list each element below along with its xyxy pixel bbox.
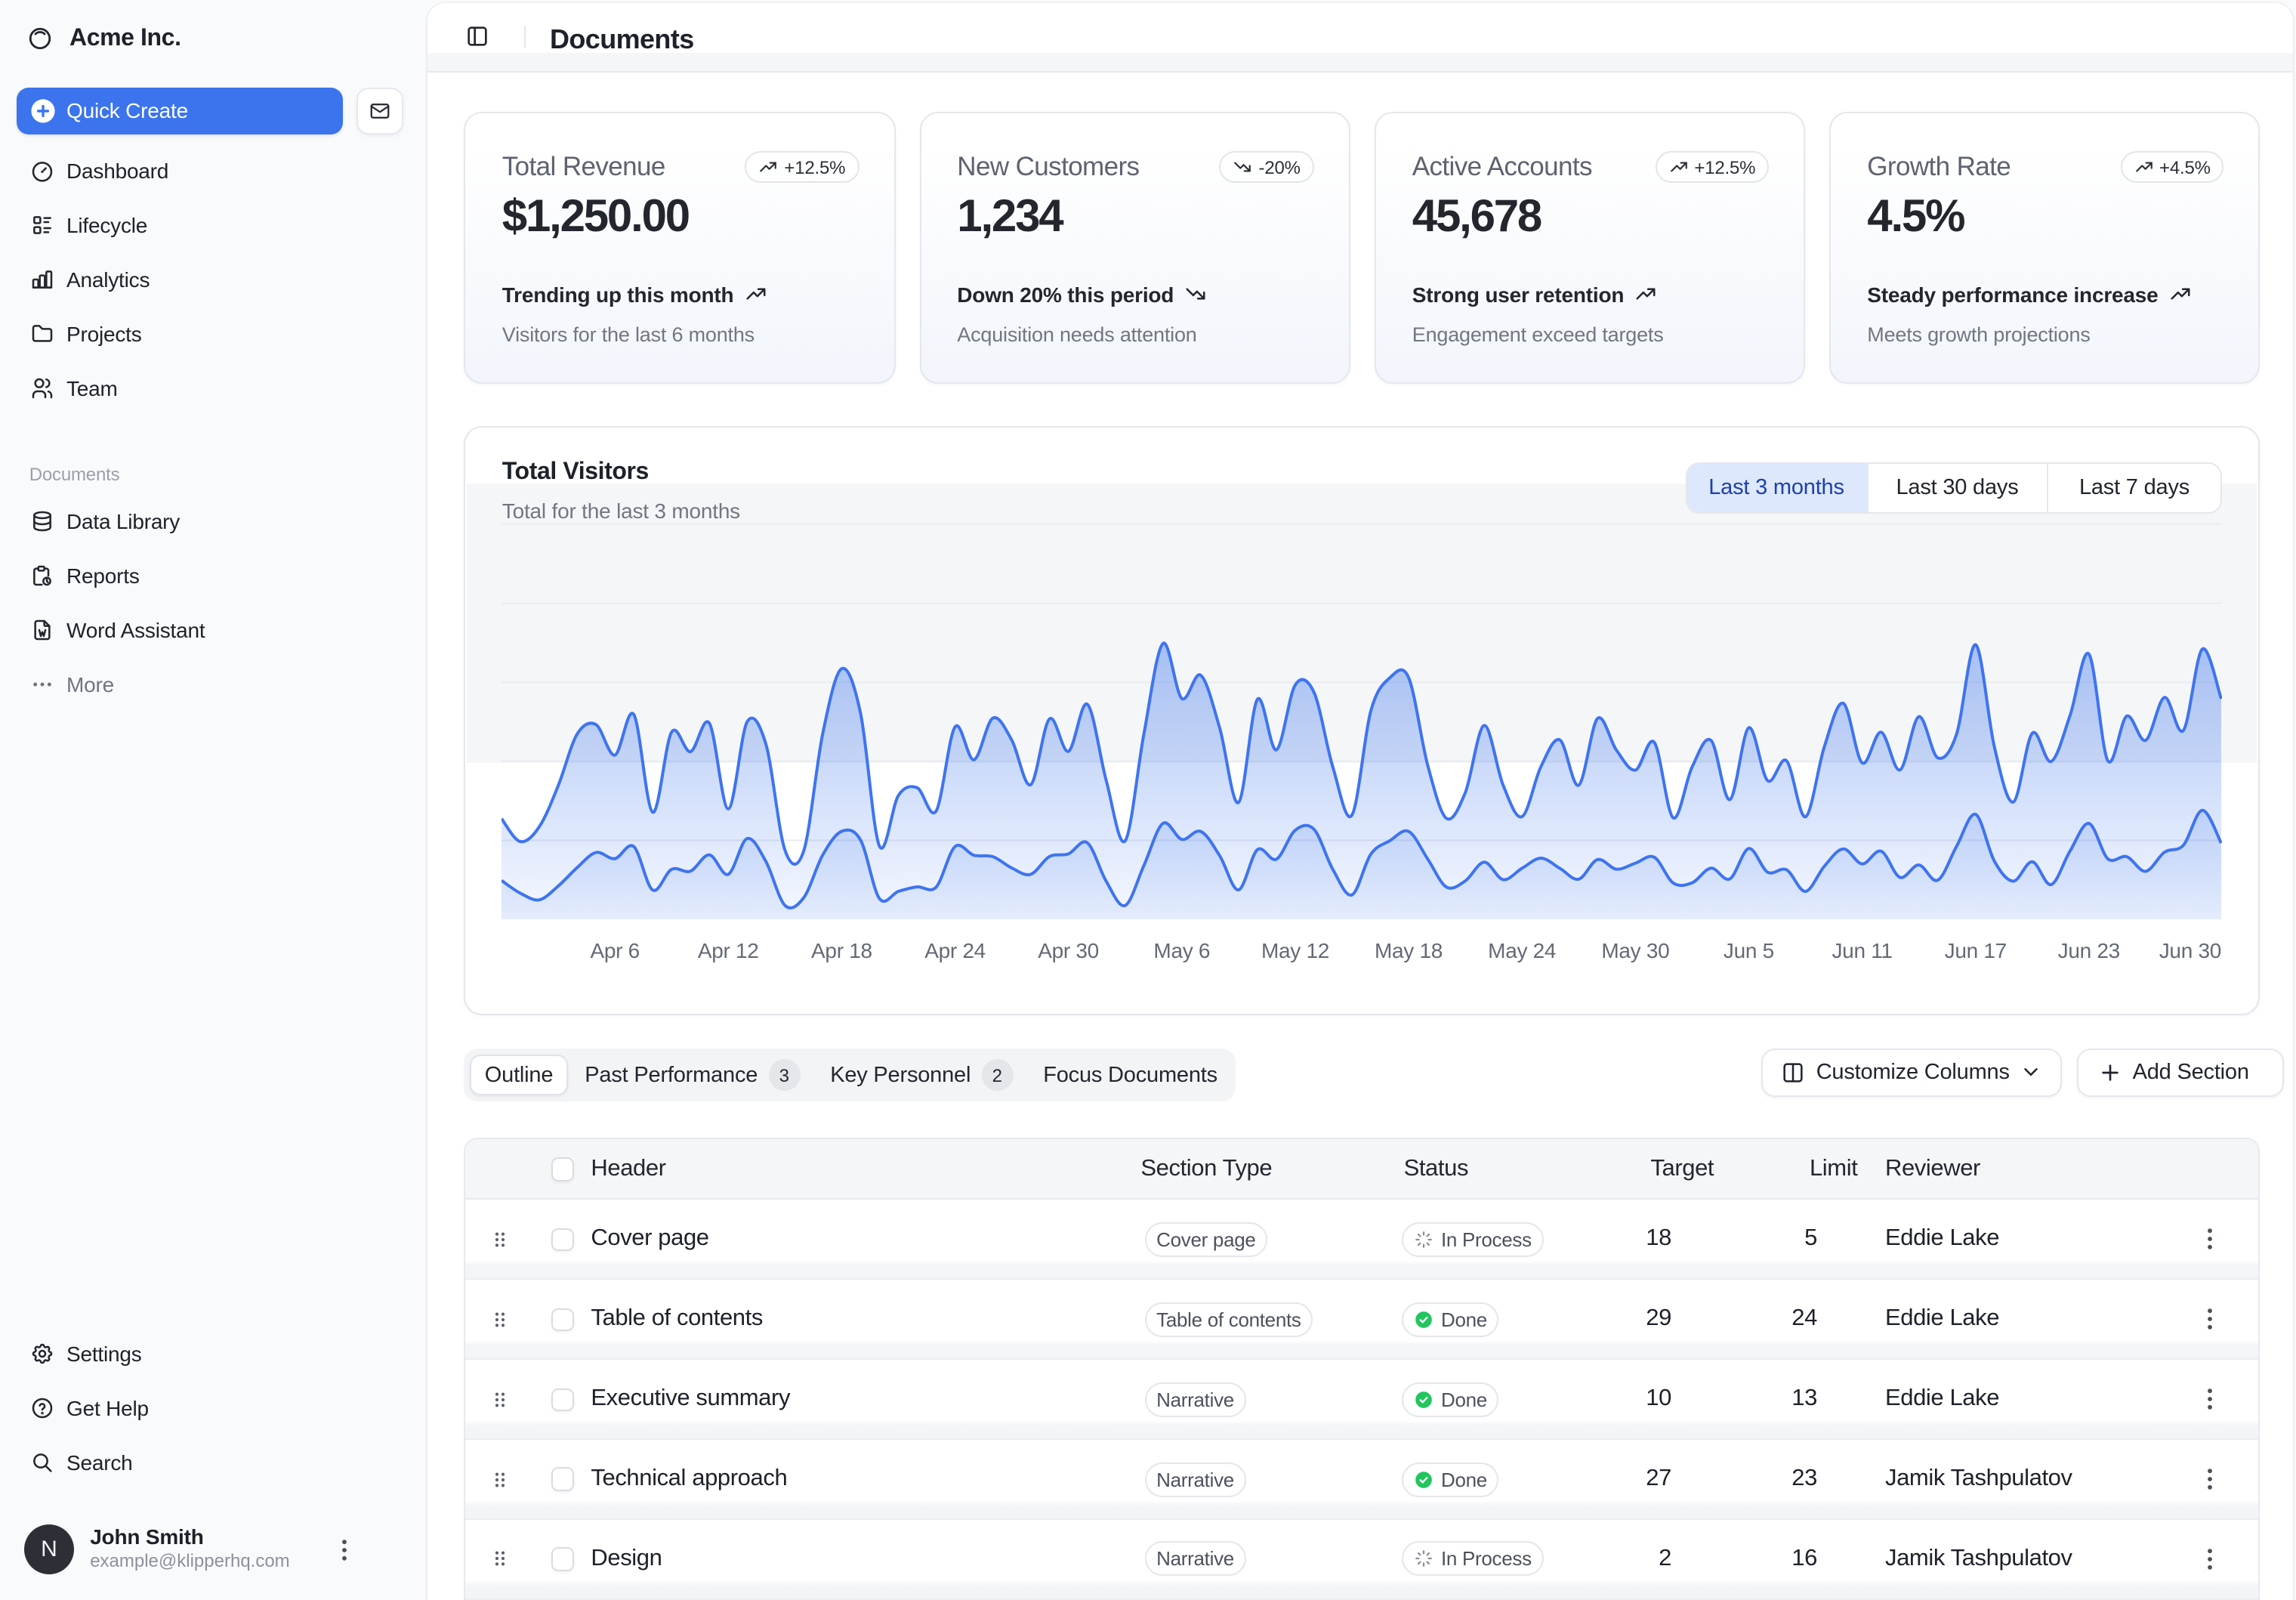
svg-text:May 12: May 12 [1262,939,1330,962]
svg-text:May 6: May 6 [1154,939,1211,962]
svg-text:Jun 5: Jun 5 [1724,939,1775,962]
svg-text:Jun 23: Jun 23 [2059,939,2121,962]
svg-text:Jun 17: Jun 17 [1946,939,2007,962]
svg-text:Jun 11: Jun 11 [1832,939,1893,962]
svg-text:Apr 30: Apr 30 [1038,939,1100,962]
svg-text:May 24: May 24 [1489,939,1557,962]
svg-text:Jun 30: Jun 30 [2160,939,2222,962]
svg-text:Apr 12: Apr 12 [699,939,760,962]
svg-text:Apr 18: Apr 18 [812,939,873,962]
svg-text:Apr 6: Apr 6 [591,939,640,962]
svg-text:Apr 24: Apr 24 [925,939,986,962]
svg-text:May 30: May 30 [1602,939,1670,962]
svg-text:May 18: May 18 [1375,939,1443,962]
